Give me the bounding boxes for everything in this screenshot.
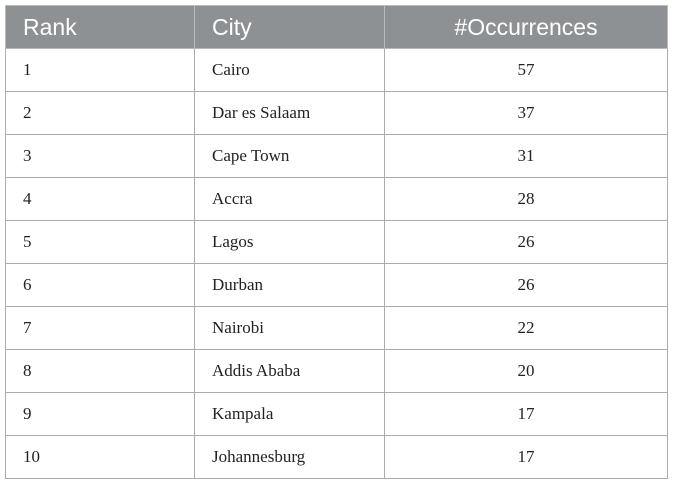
cell-rank: 5: [5, 220, 195, 264]
table-row: 10 Johannesburg 17: [5, 435, 668, 479]
cell-rank: 10: [5, 435, 195, 479]
cell-city: Kampala: [194, 392, 385, 436]
cell-city: Addis Ababa: [194, 349, 385, 393]
table-row: 5 Lagos 26: [5, 220, 668, 264]
header-city: City: [194, 5, 385, 49]
cell-rank: 1: [5, 48, 195, 92]
table-row: 2 Dar es Salaam 37: [5, 91, 668, 135]
cell-city: Accra: [194, 177, 385, 221]
cell-rank: 4: [5, 177, 195, 221]
cell-rank: 7: [5, 306, 195, 350]
table-row: 6 Durban 26: [5, 263, 668, 307]
cell-city: Cape Town: [194, 134, 385, 178]
header-rank: Rank: [5, 5, 195, 49]
cell-rank: 6: [5, 263, 195, 307]
city-ranking-table: Rank City #Occurrences 1 Cairo 57 2 Dar …: [5, 5, 668, 479]
cell-occurrences: 26: [384, 220, 668, 264]
cell-city: Nairobi: [194, 306, 385, 350]
cell-occurrences: 17: [384, 392, 668, 436]
table-row: 1 Cairo 57: [5, 48, 668, 92]
table-header: Rank City #Occurrences: [5, 5, 668, 49]
cell-occurrences: 26: [384, 263, 668, 307]
cell-occurrences: 31: [384, 134, 668, 178]
cell-occurrences: 22: [384, 306, 668, 350]
cell-rank: 9: [5, 392, 195, 436]
cell-city: Lagos: [194, 220, 385, 264]
cell-occurrences: 17: [384, 435, 668, 479]
cell-city: Dar es Salaam: [194, 91, 385, 135]
cell-rank: 8: [5, 349, 195, 393]
table-row: 9 Kampala 17: [5, 392, 668, 436]
cell-occurrences: 20: [384, 349, 668, 393]
table-body: 1 Cairo 57 2 Dar es Salaam 37 3 Cape Tow…: [5, 48, 668, 479]
cell-city: Cairo: [194, 48, 385, 92]
header-occurrences: #Occurrences: [384, 5, 668, 49]
cell-occurrences: 37: [384, 91, 668, 135]
table-row: 7 Nairobi 22: [5, 306, 668, 350]
table-row: 3 Cape Town 31: [5, 134, 668, 178]
cell-city: Johannesburg: [194, 435, 385, 479]
table-row: 4 Accra 28: [5, 177, 668, 221]
cell-occurrences: 28: [384, 177, 668, 221]
header-row: Rank City #Occurrences: [5, 5, 668, 49]
cell-rank: 3: [5, 134, 195, 178]
cell-rank: 2: [5, 91, 195, 135]
cell-occurrences: 57: [384, 48, 668, 92]
cell-city: Durban: [194, 263, 385, 307]
table-row: 8 Addis Ababa 20: [5, 349, 668, 393]
